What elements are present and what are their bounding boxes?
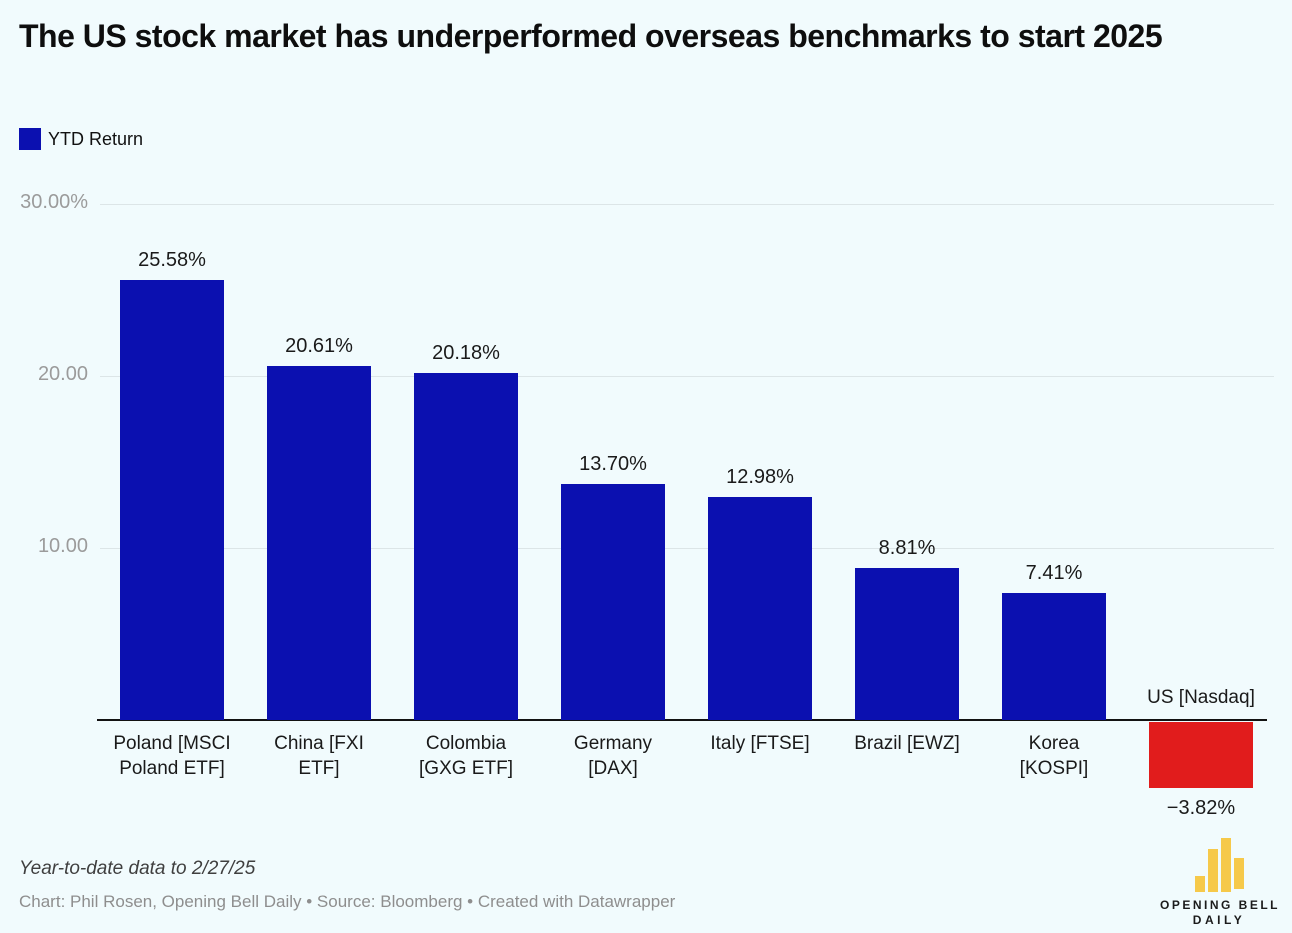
- logo-text-line1: OPENING BELL: [1160, 898, 1281, 912]
- bar-value-label: 13.70%: [579, 453, 647, 475]
- byline: Chart: Phil Rosen, Opening Bell Daily • …: [19, 892, 676, 911]
- bar-5: [855, 568, 959, 720]
- bar-value-label: 8.81%: [878, 537, 936, 559]
- category-label: Italy [FTSE]: [710, 733, 810, 754]
- bar-2: [414, 373, 518, 720]
- bar-4: [708, 497, 812, 720]
- bar-7: [1149, 722, 1253, 788]
- y-axis-tick-label: 30.00%: [20, 191, 88, 213]
- category-label: China [FXI ETF]: [274, 733, 364, 779]
- bar-value-label: 7.41%: [1025, 562, 1083, 584]
- category-label: US [Nasdaq]: [1147, 687, 1255, 708]
- category-label: Germany [DAX]: [573, 733, 653, 779]
- bar-3: [561, 484, 665, 720]
- bar-value-label: 20.18%: [432, 342, 500, 364]
- logo-text-line2: DAILY: [1192, 913, 1246, 927]
- bar-value-label: −3.82%: [1166, 797, 1236, 819]
- bar-6: [1002, 593, 1106, 720]
- page-title: The US stock market has underperformed o…: [19, 18, 1163, 54]
- footnote: Year-to-date data to 2/27/25: [19, 858, 256, 879]
- bar-value-label: 20.61%: [285, 335, 353, 357]
- bar-0: [120, 280, 224, 720]
- bar-value-label: 12.98%: [726, 466, 794, 488]
- y-axis-tick-label: 10.00: [37, 535, 88, 557]
- bar-value-label: 25.58%: [138, 249, 206, 271]
- bar-1: [267, 366, 371, 720]
- category-label: Korea [KOSPI]: [1019, 733, 1089, 779]
- legend-label: YTD Return: [48, 128, 144, 149]
- gridline-10: [100, 548, 1274, 549]
- opening-bell-daily-logo: OPENING BELL DAILY: [1160, 838, 1278, 927]
- gridline-20: [100, 376, 1274, 377]
- y-axis-tick-label: 20.00: [37, 363, 88, 385]
- x-axis-baseline: [97, 719, 1267, 721]
- category-label: Colombia [GXG ETF]: [419, 733, 513, 779]
- legend: YTD Return: [19, 128, 143, 150]
- category-label: Poland [MSCI Poland ETF]: [113, 733, 231, 779]
- gridline-30: [100, 204, 1274, 205]
- logo-bars-icon: [1160, 838, 1278, 892]
- legend-swatch-ytd-return: [19, 128, 41, 150]
- category-label: Brazil [EWZ]: [854, 733, 960, 754]
